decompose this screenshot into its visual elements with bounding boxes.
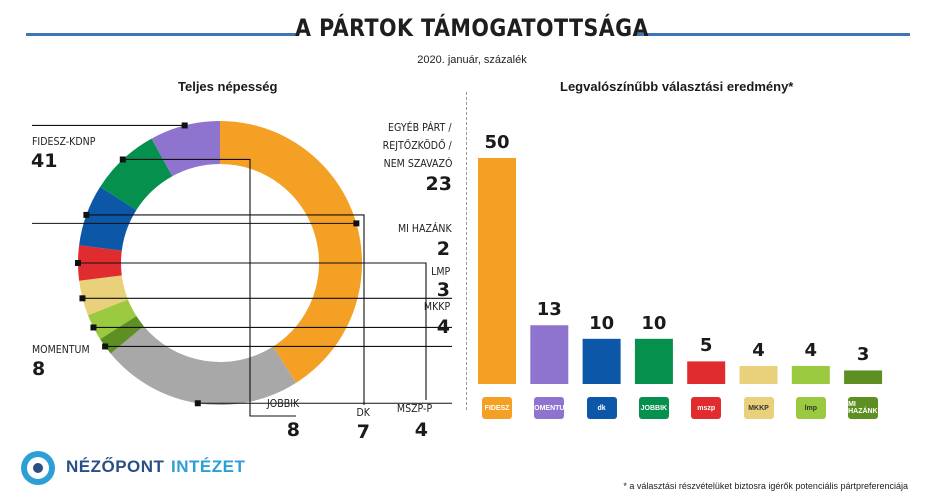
donut-leader-lines xyxy=(32,122,452,417)
donut-slice-other xyxy=(110,326,297,405)
value-mkkp: 4 xyxy=(436,316,450,338)
bar-value-mihazank: 3 xyxy=(856,344,870,366)
leader-fidesz xyxy=(32,220,360,227)
leader-dk xyxy=(83,211,365,405)
footnote: * a választási részvételüket biztosra ig… xyxy=(623,481,908,491)
donut-slice-mihazank xyxy=(100,316,144,354)
leader-mkkp xyxy=(79,295,452,302)
bar-mszp xyxy=(687,361,726,384)
label-other-line3: NEM SZAVAZÓ xyxy=(383,158,452,170)
label-mszp: MSZP-P xyxy=(396,403,432,415)
label-mihazank: MI HAZÁNK xyxy=(398,223,452,235)
logo-wordmark-primary: NÉZŐPONT xyxy=(66,457,165,476)
bar-value-mszp: 5 xyxy=(699,335,713,357)
label-lmp: LMP xyxy=(430,266,450,278)
page-subtitle: 2020. január, százalék xyxy=(417,54,527,66)
bar-value-dk: 10 xyxy=(589,312,615,334)
value-other: 23 xyxy=(425,173,452,195)
value-mszp: 4 xyxy=(414,419,428,441)
bar-dk xyxy=(582,338,621,384)
donut-slice-fidesz xyxy=(220,121,362,383)
value-fidesz: 41 xyxy=(31,150,58,172)
party-logo-lmp: lmp xyxy=(795,397,826,419)
party-logo-jobbik: JOBBIK xyxy=(638,397,669,419)
donut-slice-mkkp xyxy=(79,275,128,316)
bar-value-mkkp: 4 xyxy=(752,339,765,361)
leader-jobbik xyxy=(119,156,296,417)
label-momentum: MOMENTUM xyxy=(32,344,90,356)
bar-momentum xyxy=(530,325,569,384)
bar-jobbik xyxy=(634,338,673,384)
leader-lmp xyxy=(90,324,452,331)
label-mkkp: MKKP xyxy=(423,301,450,313)
party-logo-dk: dk xyxy=(586,397,617,419)
section-divider xyxy=(466,92,467,410)
donut-slice-jobbik xyxy=(100,138,173,210)
bar-chart xyxy=(478,158,883,384)
bar-lmp xyxy=(791,365,830,384)
bar-mihazank xyxy=(844,370,883,384)
title-rule-right xyxy=(634,33,910,36)
title-rule-left xyxy=(26,33,296,36)
bar-value-lmp: 4 xyxy=(804,339,818,361)
value-lmp: 3 xyxy=(436,279,450,301)
logo-wordmark-secondary: INTÉZET xyxy=(171,457,246,476)
label-other-line1: EGYÉB PÁRT / xyxy=(388,122,452,134)
value-jobbik: 8 xyxy=(286,419,300,441)
donut-chart xyxy=(77,121,362,405)
party-logo-mszp: mszp xyxy=(691,397,722,419)
page-title: A PÁRTOK TÁMOGATOTTSÁGA xyxy=(295,14,649,42)
label-fidesz: FIDESZ-KDNP xyxy=(32,136,96,148)
bar-fidesz xyxy=(478,158,516,384)
value-mihazank: 2 xyxy=(436,238,450,260)
label-other-line2: REJTŐZKÖDŐ / xyxy=(382,140,452,152)
leader-other xyxy=(194,400,452,407)
label-dk: DK xyxy=(356,407,370,419)
party-logo-mihazank: MI HAZÁNK xyxy=(848,397,879,419)
bar-value-jobbik: 10 xyxy=(641,312,667,334)
donut-slice-lmp xyxy=(87,299,137,340)
donut-slice-dk xyxy=(79,186,137,251)
bar-mkkp xyxy=(739,365,778,384)
value-dk: 7 xyxy=(356,421,370,443)
party-logo-momentum: MOMENTUM xyxy=(528,397,570,419)
bar-value-momentum: 13 xyxy=(536,299,562,321)
leader-mszp xyxy=(75,260,427,400)
donut-slice-momentum xyxy=(151,121,220,177)
value-momentum: 8 xyxy=(32,358,46,380)
label-jobbik: JOBBIK xyxy=(267,398,300,410)
bar-chart-title: Legvalószínűbb választási eredmény* xyxy=(560,79,794,94)
party-logo-mkkp: MKKP xyxy=(743,397,774,419)
nezopont-logo-icon xyxy=(21,451,55,485)
party-logo-fidesz: FIDESZ xyxy=(482,397,512,419)
leader-mihazank xyxy=(102,343,452,350)
leader-momentum xyxy=(32,122,188,129)
pie-chart-title: Teljes népesség xyxy=(178,79,278,94)
bar-value-fidesz: 50 xyxy=(484,132,510,153)
